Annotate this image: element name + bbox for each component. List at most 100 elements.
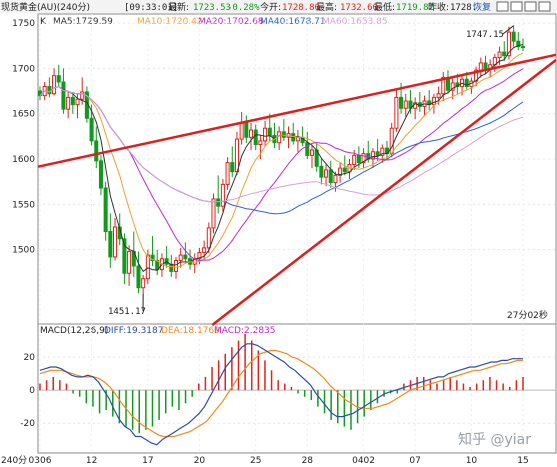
candle-body xyxy=(506,31,511,57)
candle-body xyxy=(94,140,99,162)
ma-legend: K MA5:1729.59 MA10:1720.42 MA20:1702.68 … xyxy=(40,17,388,27)
prev-button[interactable] xyxy=(524,1,537,12)
ma40-label: MA40:1678.71 xyxy=(260,17,326,27)
header-latest-label: 最新: xyxy=(168,1,189,13)
candle-body xyxy=(197,251,202,260)
ma5-label: MA5:1729.59 xyxy=(53,17,113,27)
candle-body xyxy=(319,165,324,178)
macd-dea-label: DEA:18.1769 xyxy=(161,326,220,336)
x-tick-label: 12 xyxy=(86,456,97,466)
candle-body xyxy=(136,265,141,289)
y-tick-label: 1500 xyxy=(12,246,35,256)
x-tick-label: 17 xyxy=(142,456,153,466)
candle-body xyxy=(61,81,66,110)
candle-body xyxy=(464,78,469,88)
candle-body xyxy=(305,142,310,156)
ma10-line xyxy=(39,52,524,268)
zoom-out-button[interactable] xyxy=(510,1,523,12)
macd-legend: MACD(12,26,9) DIFF:19.3187 DEA:18.1769 M… xyxy=(40,326,276,336)
y-tick-label: 1650 xyxy=(12,110,35,120)
x-tick-label: 15 xyxy=(517,456,528,466)
candle-body xyxy=(342,167,347,173)
header-title: 现货黄金(AU)(240分) xyxy=(1,1,90,13)
candle-body xyxy=(295,136,300,142)
candle-body xyxy=(98,160,103,189)
zoom-in-button[interactable] xyxy=(496,1,509,12)
candle-body xyxy=(145,254,150,280)
header-high-label: 最高: xyxy=(316,1,337,13)
candle-body xyxy=(258,140,263,146)
macd-y-tick-label: 0 xyxy=(29,386,35,396)
candle-body xyxy=(80,91,85,100)
candle-body xyxy=(183,254,188,260)
candle-body xyxy=(216,198,221,207)
macd-series xyxy=(38,333,556,446)
candles xyxy=(37,25,526,295)
candle-body xyxy=(338,167,343,176)
candle-body xyxy=(169,263,174,272)
candle-body xyxy=(108,231,113,258)
candle-body xyxy=(248,129,254,138)
candle-body xyxy=(324,169,329,178)
candle-body xyxy=(173,260,179,272)
candle-body xyxy=(502,51,507,57)
candle-body xyxy=(352,154,357,165)
y-tick-label: 1600 xyxy=(12,155,35,165)
candle-body xyxy=(389,127,394,155)
x-axis: 0306 12 17 20 25 28 0402 07 10 15 xyxy=(29,14,529,466)
candle-body xyxy=(441,76,446,95)
candle-body xyxy=(122,238,127,274)
macd-title: MACD(12,26,9) xyxy=(40,326,108,336)
x-tick-label: 07 xyxy=(409,456,420,466)
high-annotation: 1747.15 xyxy=(466,30,504,40)
candle-body xyxy=(333,174,338,184)
candle-body xyxy=(178,254,183,262)
candle-body xyxy=(141,278,146,289)
candle-body xyxy=(511,31,516,42)
header-low-value: 1719.82 xyxy=(396,3,434,13)
header-low-label: 最低: xyxy=(374,1,395,13)
next-button[interactable] xyxy=(538,1,551,12)
macd-value-label: MACD:2.2835 xyxy=(214,326,276,336)
moving-averages xyxy=(39,44,524,273)
candle-body xyxy=(328,169,333,184)
candle-body xyxy=(263,127,268,142)
y-tick-label: 1700 xyxy=(12,64,35,74)
ma10-label: MA10:1720.42 xyxy=(137,17,203,27)
header-open-value: 1728.80 xyxy=(282,3,320,13)
macd-diff-label: DIFF:19.3187 xyxy=(104,326,164,336)
x-tick-label: 0306 xyxy=(29,456,52,466)
candle-body xyxy=(225,162,230,185)
diff-line xyxy=(39,343,523,446)
candle-body xyxy=(281,131,286,138)
header-latest-value: 1723.53 xyxy=(193,3,231,13)
header-open-label: 今开: xyxy=(260,1,281,13)
macd-y-tick-label: -20 xyxy=(20,419,35,429)
candle-body xyxy=(277,131,282,144)
restore-button[interactable]: 恢复 xyxy=(473,1,491,13)
candle-body xyxy=(497,51,502,59)
candle-body xyxy=(483,62,488,69)
header-time: [09:33:01] xyxy=(124,3,178,13)
dea-line xyxy=(39,349,523,438)
trendline-upper xyxy=(37,53,557,168)
candle-body xyxy=(47,86,52,95)
candle-body xyxy=(103,187,108,233)
candle-body xyxy=(206,227,211,249)
candle-body xyxy=(253,129,258,146)
trendline-lower xyxy=(211,59,557,326)
countdown-label: 27分02秒 xyxy=(507,309,548,321)
k-label: K xyxy=(40,17,47,27)
candle-body xyxy=(89,117,94,142)
macd-y-tick-label: 20 xyxy=(24,353,36,363)
candle-body xyxy=(66,96,71,110)
candle-body xyxy=(380,147,385,156)
candle-body xyxy=(309,149,315,156)
trendlines xyxy=(37,25,557,326)
y-tick-label: 1750 xyxy=(12,19,35,29)
candle-body xyxy=(516,40,521,48)
candle-body xyxy=(478,62,483,71)
candle-body xyxy=(450,82,455,91)
candle-body xyxy=(70,96,75,106)
